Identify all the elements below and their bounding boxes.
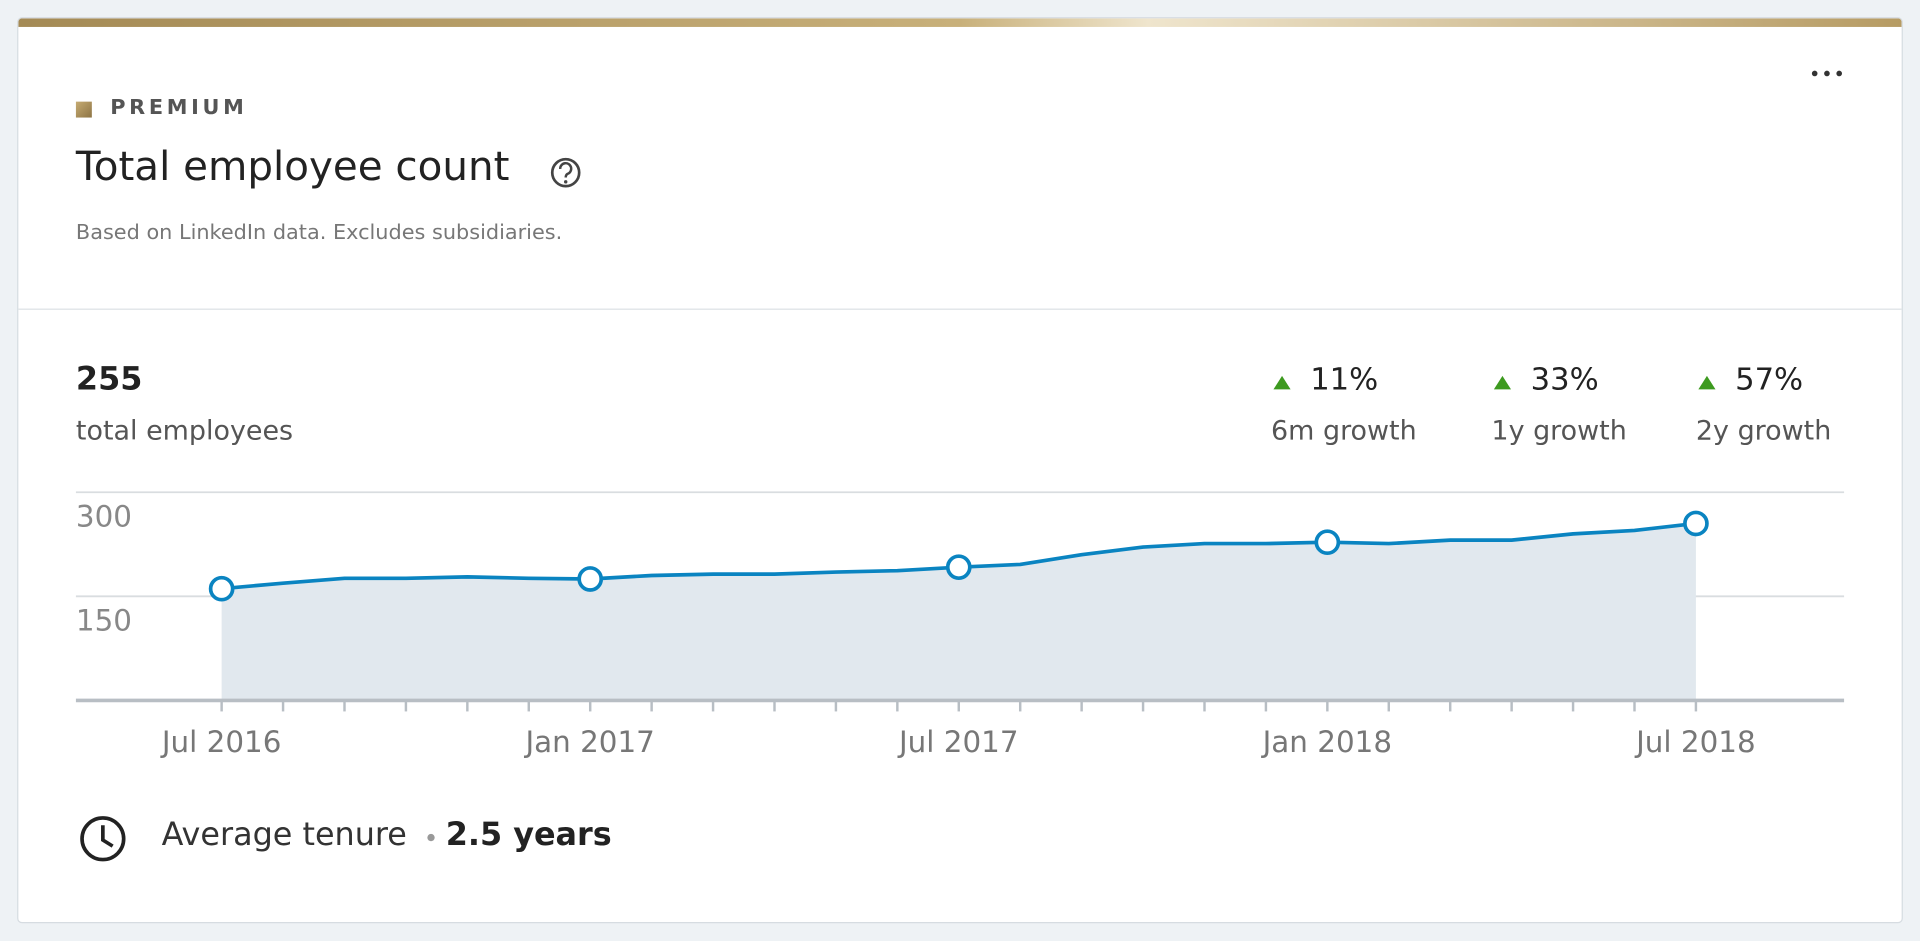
growth-label: 2y growth: [1695, 416, 1832, 447]
area: [221, 523, 1696, 701]
card: [17, 17, 1903, 924]
growth-value: 57%: [1735, 361, 1804, 397]
premium-badge: PREMIUM: [110, 95, 248, 121]
growth-value: 11%: [1310, 361, 1379, 397]
more-menu[interactable]: [1811, 70, 1843, 77]
growth-label: 6m growth: [1271, 416, 1417, 447]
y-tick-label: 300: [76, 500, 132, 534]
tenure-label: Average tenure: [161, 816, 407, 854]
growth-label: 1y growth: [1491, 416, 1627, 447]
tenure-value: 2.5 years: [445, 816, 612, 854]
x-tick-label: Jul 2016: [160, 725, 282, 759]
divider: [18, 308, 1902, 310]
x-tick-label: Jul 2018: [1634, 725, 1756, 759]
y-tick-label: 150: [76, 604, 132, 638]
x-tick-label: Jan 2018: [1261, 725, 1392, 759]
point-marker: [1683, 510, 1709, 537]
premium-icon: [75, 101, 92, 118]
total-label: total employees: [75, 416, 294, 447]
total-value: 255: [75, 361, 143, 398]
growth-arrow: [1698, 375, 1716, 390]
card-title: Total employee count: [75, 142, 510, 190]
x-tick-label: Jul 2017: [897, 725, 1019, 759]
growth-arrow: [1493, 375, 1512, 390]
x-tick-label: Jan 2017: [524, 725, 655, 759]
help-icon[interactable]: [550, 157, 581, 188]
premium-bar: [18, 18, 1902, 27]
point-marker: [208, 575, 235, 602]
point-marker: [945, 554, 972, 581]
growth-value: 33%: [1530, 361, 1599, 397]
point-marker: [577, 566, 604, 592]
growth-arrow: [1273, 375, 1291, 390]
point-marker: [1314, 529, 1341, 556]
card-subtitle: Based on LinkedIn data. Excludes subsidi…: [75, 220, 563, 245]
